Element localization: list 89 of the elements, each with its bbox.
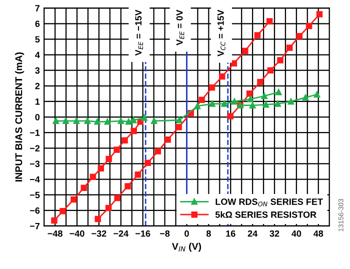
point bbox=[73, 118, 80, 124]
legend-label: 5kΩ SERIES RESISTOR bbox=[215, 211, 316, 218]
point bbox=[94, 216, 101, 222]
legend-label: LOW RDS$_{ON}$ SERIES FET bbox=[216, 198, 323, 206]
point bbox=[247, 96, 254, 102]
point bbox=[70, 196, 77, 203]
point bbox=[114, 146, 120, 153]
point bbox=[257, 78, 264, 86]
point bbox=[105, 204, 112, 212]
point bbox=[144, 160, 151, 166]
point bbox=[90, 174, 96, 180]
point bbox=[242, 48, 248, 54]
point bbox=[227, 113, 234, 120]
x-tick-label: −40 bbox=[70, 230, 84, 237]
x-tick-label: 0 bbox=[184, 230, 189, 237]
point bbox=[130, 117, 137, 124]
point bbox=[130, 128, 137, 134]
x-tick-label: 48 bbox=[313, 230, 324, 237]
y-tick-label: 2 bbox=[35, 82, 40, 90]
point bbox=[134, 171, 142, 178]
point bbox=[125, 118, 132, 125]
y-tick-label: −7 bbox=[30, 223, 40, 230]
point bbox=[176, 124, 182, 130]
x-tick-label: −8 bbox=[160, 230, 170, 237]
point bbox=[124, 183, 131, 190]
y-tick-label: 3 bbox=[35, 67, 40, 74]
y-tick-label: −1 bbox=[30, 130, 40, 136]
point bbox=[150, 118, 158, 124]
point bbox=[198, 96, 205, 104]
point bbox=[314, 91, 320, 98]
y-tick-label: 7 bbox=[35, 5, 40, 12]
point bbox=[275, 88, 282, 96]
point bbox=[80, 184, 87, 191]
x-tick-label: 24 bbox=[248, 230, 258, 237]
point bbox=[114, 194, 120, 202]
y-tick-label: −2 bbox=[30, 145, 40, 152]
point bbox=[62, 118, 69, 124]
x-tick-label: −24 bbox=[114, 230, 129, 237]
y-tick-label: 6 bbox=[35, 20, 40, 27]
point bbox=[286, 44, 293, 51]
x-axis-title: V$_{IN}$ (V) bbox=[172, 242, 202, 252]
x-tick-label: 32 bbox=[270, 230, 280, 237]
point bbox=[288, 98, 294, 105]
point bbox=[302, 94, 309, 101]
y-tick-label: −3 bbox=[30, 160, 40, 168]
point bbox=[122, 137, 128, 144]
point bbox=[84, 118, 91, 124]
point bbox=[277, 57, 284, 64]
x-tick-label: 8 bbox=[206, 230, 211, 237]
x-tick-label: 40 bbox=[292, 230, 302, 237]
point bbox=[249, 102, 256, 108]
ref-line-label: V$_{CC}$ = +15V bbox=[218, 10, 226, 56]
y-axis-title: INPUT BIAS CURRENT (mA) bbox=[15, 52, 24, 182]
point bbox=[266, 18, 273, 24]
point bbox=[52, 118, 60, 124]
x-tick-label: 16 bbox=[226, 230, 236, 237]
point bbox=[231, 98, 238, 105]
ref-line-label: V$_{EE}$ = −15V bbox=[135, 10, 143, 56]
point bbox=[316, 11, 323, 18]
y-tick-label: 0 bbox=[35, 114, 40, 120]
point bbox=[267, 67, 274, 74]
point bbox=[106, 156, 112, 162]
point bbox=[296, 32, 303, 40]
point bbox=[98, 165, 104, 172]
y-tick-label: −4 bbox=[30, 176, 40, 183]
point bbox=[154, 148, 162, 154]
point bbox=[230, 60, 238, 66]
ref-line-label: V$_{EE}$ = 0V bbox=[176, 10, 184, 46]
y-tick-label: 5 bbox=[35, 36, 40, 43]
point bbox=[261, 92, 268, 100]
y-tick-label: −6 bbox=[30, 207, 40, 214]
point bbox=[60, 208, 66, 214]
x-tick-label: −32 bbox=[92, 230, 106, 237]
point bbox=[118, 118, 124, 124]
y-tick-label: 4 bbox=[35, 52, 40, 58]
point bbox=[218, 73, 226, 80]
point bbox=[246, 90, 253, 97]
point bbox=[51, 217, 58, 224]
point bbox=[104, 118, 111, 125]
x-tick-label: −48 bbox=[48, 230, 62, 237]
x-tick-label: −16 bbox=[136, 230, 150, 237]
point bbox=[306, 22, 312, 30]
point bbox=[254, 32, 261, 38]
point bbox=[208, 84, 216, 91]
y-tick-label: 1 bbox=[35, 98, 40, 105]
point bbox=[262, 101, 270, 108]
point bbox=[164, 136, 171, 143]
y-tick-label: −5 bbox=[30, 192, 40, 198]
point bbox=[194, 102, 201, 110]
